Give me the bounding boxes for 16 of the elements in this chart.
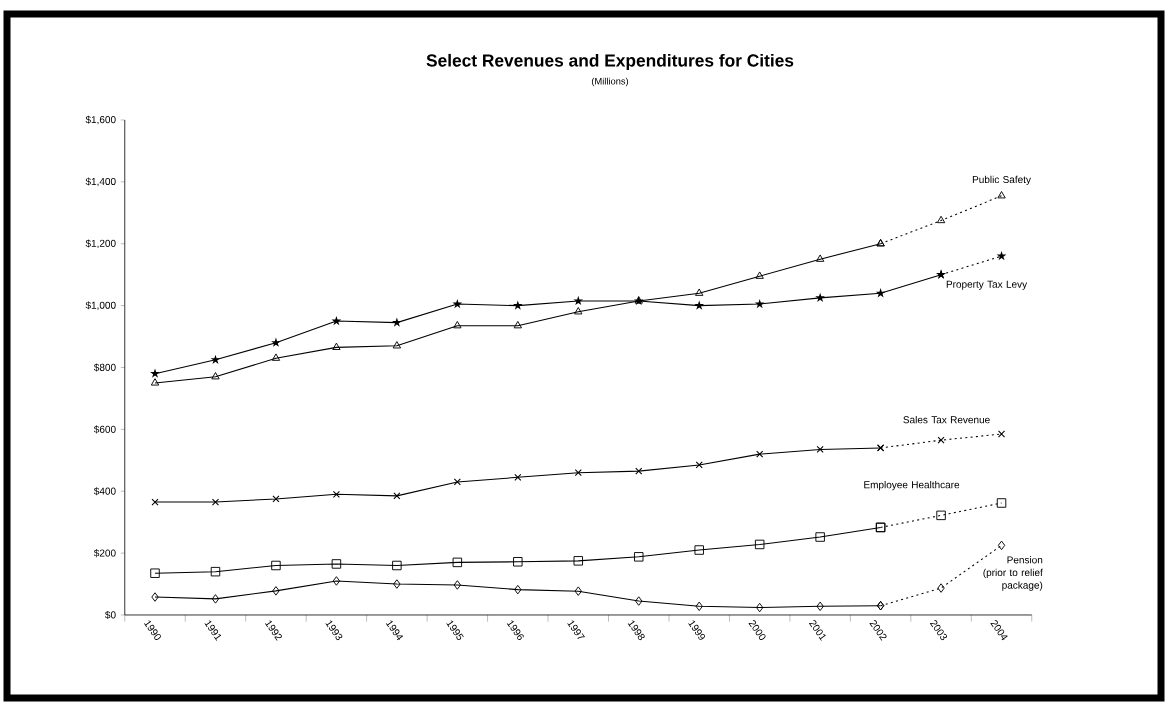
chart-title: Select Revenues and Expenditures for Cities	[426, 53, 794, 71]
text: Employee Healthcare	[864, 480, 960, 491]
y-tick-label: $1,200	[85, 239, 116, 249]
y-tick-label: $0	[105, 610, 116, 620]
series-label: Property Tax Levy	[946, 280, 1028, 290]
y-tick-label: $800	[93, 363, 116, 372]
series-label: Sales Tax Revenue	[903, 415, 990, 424]
y-tick-label: $1,600	[85, 115, 116, 125]
series-label: Pension (prior to relief package)	[983, 556, 1043, 591]
chart-subtitle: (Millions)	[591, 77, 629, 87]
series-label: Public Safety	[972, 175, 1031, 186]
y-tick-label: $400	[93, 487, 116, 496]
y-tick-label: $200	[93, 549, 116, 558]
y-tick-label: $600	[93, 425, 116, 434]
y-tick-label: $1,000	[85, 301, 116, 310]
y-tick-label: $1,400	[85, 177, 116, 187]
